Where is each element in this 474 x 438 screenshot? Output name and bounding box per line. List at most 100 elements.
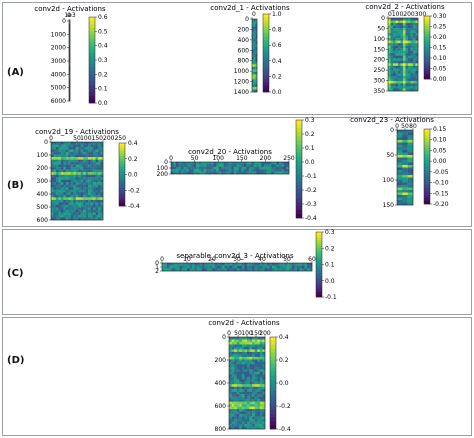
heatmap-cell <box>229 341 232 345</box>
heatmap-cell <box>58 172 62 175</box>
colorbar-segment <box>89 34 95 39</box>
colorbar-segment <box>424 34 430 38</box>
heatmap-cell <box>98 202 101 206</box>
heatmap-cell <box>63 179 67 183</box>
heatmap-cell <box>402 137 408 141</box>
heatmap-cell <box>244 371 248 375</box>
heatmap-cell <box>273 166 277 170</box>
heatmap-cell <box>65 209 69 213</box>
colorbar-segment <box>270 348 276 353</box>
heatmap-cell <box>410 70 414 74</box>
heatmap-cell <box>254 351 258 355</box>
heatmap-cell <box>252 361 255 365</box>
heatmap-cell <box>90 157 94 160</box>
heatmap-cell <box>253 19 256 22</box>
heatmap-cell <box>167 263 170 266</box>
heatmap-cell <box>266 166 270 170</box>
heatmap-cell <box>90 147 94 150</box>
heatmap-cell <box>402 165 408 168</box>
heatmap-cell <box>403 45 406 49</box>
heatmap-cell <box>247 416 250 420</box>
heatmap-cell <box>415 43 419 46</box>
heatmap-cell <box>257 411 261 415</box>
heatmap-cell <box>63 209 67 213</box>
heatmap-cell <box>244 356 248 360</box>
heatmap-cell <box>227 263 230 266</box>
heatmap-cell <box>236 171 239 175</box>
heatmap-cell <box>222 265 225 269</box>
colorbar-segment <box>424 44 430 48</box>
heatmap-cell <box>395 18 399 21</box>
heatmap-cell <box>413 85 416 89</box>
heatmap-cell <box>393 83 396 87</box>
x-tick-label: 20 <box>208 256 216 263</box>
heatmap-cell <box>100 174 104 178</box>
colorbar-segment <box>296 197 302 202</box>
colorbar-segment <box>263 43 269 47</box>
heatmap-cell <box>85 174 89 178</box>
heatmap-cell <box>239 411 243 415</box>
heatmap-cell <box>60 202 64 206</box>
heatmap-cell <box>63 187 67 191</box>
heatmap-cell <box>51 142 54 145</box>
heatmap-cell <box>206 162 209 165</box>
colorbar-segment <box>296 201 302 207</box>
heatmap-cell <box>286 164 290 167</box>
heatmap-cell <box>390 83 394 87</box>
heatmap-cell <box>85 147 89 150</box>
heatmap-cell <box>249 381 253 385</box>
colorbar-segment <box>263 79 269 83</box>
heatmap-cell <box>231 339 235 343</box>
heatmap-cell <box>244 394 248 397</box>
heatmap-cell <box>393 28 396 31</box>
heatmap-cell <box>255 36 258 40</box>
heatmap-cell <box>408 25 411 29</box>
heatmap-cell <box>55 174 59 178</box>
heatmap-cell <box>75 184 79 188</box>
heatmap-cell <box>400 18 404 21</box>
heatmap-cell <box>255 49 258 52</box>
colorbar-segment <box>270 386 276 391</box>
heatmap-cell <box>241 356 245 360</box>
colorbar-segment <box>119 153 125 157</box>
heatmap-cell <box>236 399 240 402</box>
heatmap-cell <box>95 147 99 150</box>
heatmap-cell <box>302 268 305 272</box>
heatmap-cell <box>65 202 69 206</box>
heatmap-cell <box>241 171 245 175</box>
heatmap-cell <box>243 169 247 172</box>
heatmap-cell <box>55 212 59 216</box>
heatmap-cell <box>413 35 416 39</box>
heatmap-cell <box>186 166 189 170</box>
heatmap-cell <box>282 265 285 269</box>
heatmap-cell <box>229 361 232 365</box>
heatmap-cell <box>98 169 101 173</box>
heatmap-cell <box>397 132 403 136</box>
heatmap-cell <box>60 207 64 211</box>
heatmap-cell <box>254 341 258 345</box>
heatmap-cell <box>229 386 232 390</box>
heatmap-cell <box>98 192 101 196</box>
heatmap-cell <box>55 184 59 188</box>
colorbar-segment <box>424 160 430 164</box>
heatmap-cell <box>171 164 174 167</box>
heatmap-cell <box>239 379 243 382</box>
heatmap-cell <box>73 204 76 208</box>
heatmap-cell <box>208 162 212 165</box>
heatmap-cell <box>397 160 403 163</box>
heatmap-cell <box>188 164 192 167</box>
heatmap-cell <box>95 197 99 201</box>
heatmap-cell <box>247 389 250 392</box>
heatmap-cell <box>70 192 74 196</box>
colorbar-segment <box>424 185 430 189</box>
heatmap-cell <box>78 162 81 165</box>
heatmap-cell <box>262 394 266 397</box>
heatmap-cell <box>252 376 255 380</box>
heatmap-cell <box>403 65 406 69</box>
heatmap-cell <box>63 212 67 216</box>
heatmap-cell <box>80 162 84 165</box>
heatmap-cell <box>75 162 79 165</box>
heatmap-cell <box>252 41 254 45</box>
heatmap-cell <box>239 268 243 272</box>
heatmap-cell <box>390 73 394 77</box>
